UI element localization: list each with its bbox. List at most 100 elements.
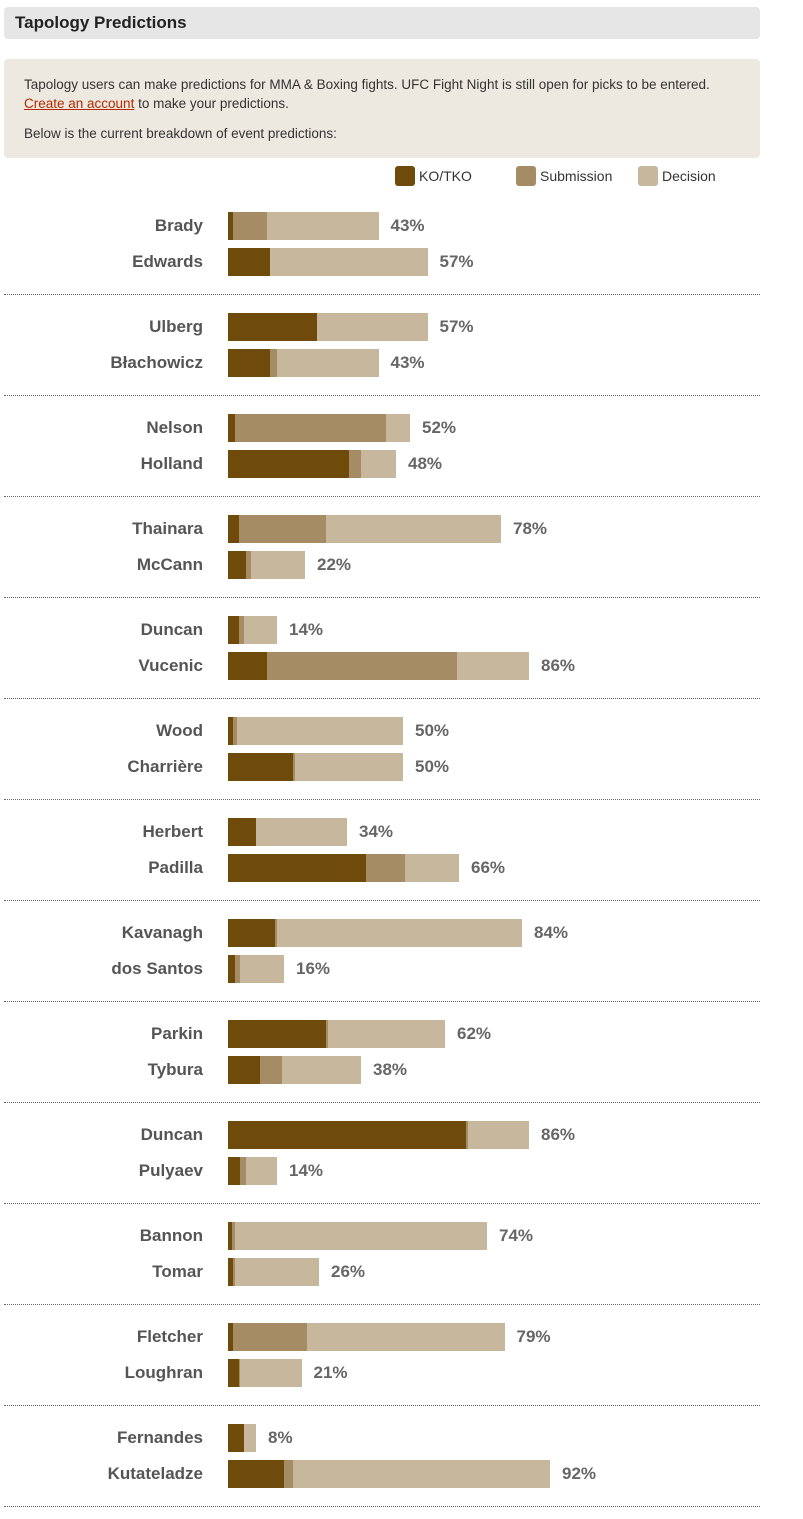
decision-segment xyxy=(317,313,428,341)
decision-segment xyxy=(245,1157,277,1185)
ko-segment xyxy=(228,450,349,478)
submission-segment xyxy=(292,753,295,781)
prediction-percent: 57% xyxy=(439,317,474,336)
submission-segment xyxy=(259,1056,283,1084)
fighter-row: Charrière 50% xyxy=(4,753,760,781)
fighter-row: Kutateladze 92% xyxy=(4,1460,760,1488)
fight-divider xyxy=(4,1102,760,1103)
fighter-row: Parkin 62% xyxy=(4,1020,760,1048)
prediction-percent: 38% xyxy=(373,1060,408,1079)
legend-decision-label: Decision xyxy=(662,168,716,184)
prediction-bar xyxy=(228,1020,445,1048)
prediction-bar xyxy=(228,854,459,882)
fight-block: Brady 43% Edwards 57% xyxy=(4,194,760,295)
fighter-name[interactable]: Fernandes xyxy=(117,1428,203,1447)
fighter-name[interactable]: Tomar xyxy=(152,1262,203,1281)
ko-segment xyxy=(228,854,367,882)
create-account-link[interactable]: Create an account xyxy=(24,96,135,111)
decision-segment xyxy=(457,652,529,680)
fighter-name[interactable]: Błachowicz xyxy=(110,353,203,372)
fighter-name[interactable]: Herbert xyxy=(142,822,203,841)
submission-segment xyxy=(235,955,241,983)
submission-segment xyxy=(466,1121,468,1149)
decision-segment xyxy=(266,212,379,240)
submission-segment xyxy=(284,1460,293,1488)
fighter-name[interactable]: Tybura xyxy=(147,1060,203,1079)
fight-divider xyxy=(4,597,760,598)
fighter-name[interactable]: dos Santos xyxy=(111,959,203,978)
fighter-name[interactable]: Brady xyxy=(154,216,203,235)
prediction-bar xyxy=(228,955,284,983)
fighter-row: Fletcher 79% xyxy=(4,1323,760,1351)
prediction-percent: 84% xyxy=(534,923,569,942)
fighter-name[interactable]: Fletcher xyxy=(136,1327,203,1346)
predictions-header: Tapology Predictions xyxy=(4,7,760,39)
fighter-name[interactable]: Kavanagh xyxy=(121,923,203,942)
fight-divider xyxy=(4,294,760,295)
fighter-row: Herbert 34% xyxy=(4,818,760,846)
submission-segment xyxy=(238,1359,241,1387)
fighter-row: Vucenic 86% xyxy=(4,652,760,680)
prediction-percent: 8% xyxy=(268,1428,293,1447)
fighter-name[interactable]: Holland xyxy=(140,454,203,473)
decision-segment xyxy=(294,753,403,781)
fighter-name[interactable]: Bannon xyxy=(139,1226,203,1245)
fighter-name[interactable]: Pulyaev xyxy=(138,1161,203,1180)
fight-block: Bannon 74% Tomar 26% xyxy=(4,1204,760,1305)
fighter-name[interactable]: Duncan xyxy=(140,620,203,639)
ko-segment xyxy=(228,955,235,983)
fighter-name[interactable]: McCann xyxy=(136,555,203,574)
prediction-percent: 92% xyxy=(562,1464,597,1483)
page-title: Tapology Predictions xyxy=(15,13,187,32)
fighter-row: Błachowicz 43% xyxy=(4,349,760,377)
submission-segment xyxy=(245,551,251,579)
fighter-name[interactable]: Thainara xyxy=(132,519,203,538)
info-account-text: to make your predictions. xyxy=(134,96,289,111)
ko-segment xyxy=(228,652,267,680)
ko-segment xyxy=(228,818,256,846)
prediction-bar xyxy=(228,1460,550,1488)
fight-block: Duncan 86% Pulyaev 14% xyxy=(4,1103,760,1204)
prediction-percent: 86% xyxy=(541,1125,576,1144)
fighter-name[interactable]: Vucenic xyxy=(138,656,203,675)
fighter-name[interactable]: Kutateladze xyxy=(107,1464,203,1483)
ko-segment xyxy=(228,1157,241,1185)
fight-block: Herbert 34% Padilla 66% xyxy=(4,800,760,901)
fight-divider xyxy=(4,698,760,699)
fighter-name[interactable]: Wood xyxy=(156,721,203,740)
fighter-row: Edwards 57% xyxy=(4,248,760,276)
fighter-name[interactable]: Ulberg xyxy=(149,317,203,336)
ko-segment xyxy=(228,349,270,377)
submission-segment xyxy=(270,349,277,377)
decision-segment xyxy=(240,955,284,983)
prediction-percent: 66% xyxy=(471,858,506,877)
fight-block: Nelson 52% Holland 48% xyxy=(4,396,760,497)
fighter-name[interactable]: Duncan xyxy=(140,1125,203,1144)
fighter-name[interactable]: Charrière xyxy=(127,757,203,776)
prediction-bar xyxy=(228,717,403,745)
fighter-name[interactable]: Loughran xyxy=(124,1363,203,1382)
prediction-percent: 26% xyxy=(331,1262,366,1281)
fighter-name[interactable]: Padilla xyxy=(148,858,203,877)
fighter-name[interactable]: Parkin xyxy=(151,1024,203,1043)
decision-segment xyxy=(385,414,410,442)
fight-divider xyxy=(4,1506,760,1507)
submission-segment xyxy=(275,919,277,947)
decision-segment xyxy=(277,919,522,947)
legend-ko-swatch xyxy=(395,166,415,186)
ko-segment xyxy=(228,717,234,745)
prediction-percent: 14% xyxy=(289,1161,324,1180)
prediction-bar xyxy=(228,212,379,240)
fighter-name[interactable]: Nelson xyxy=(146,418,203,437)
decision-segment xyxy=(235,1258,319,1286)
prediction-percent: 48% xyxy=(408,454,443,473)
legend-decision-swatch xyxy=(638,166,658,186)
decision-segment xyxy=(270,248,428,276)
submission-segment xyxy=(366,854,405,882)
fighter-row: Duncan 86% xyxy=(4,1121,760,1149)
ko-segment xyxy=(228,1460,284,1488)
decision-segment xyxy=(250,551,305,579)
fighter-name[interactable]: Edwards xyxy=(132,252,203,271)
submission-segment xyxy=(348,450,361,478)
decision-segment xyxy=(235,1222,487,1250)
